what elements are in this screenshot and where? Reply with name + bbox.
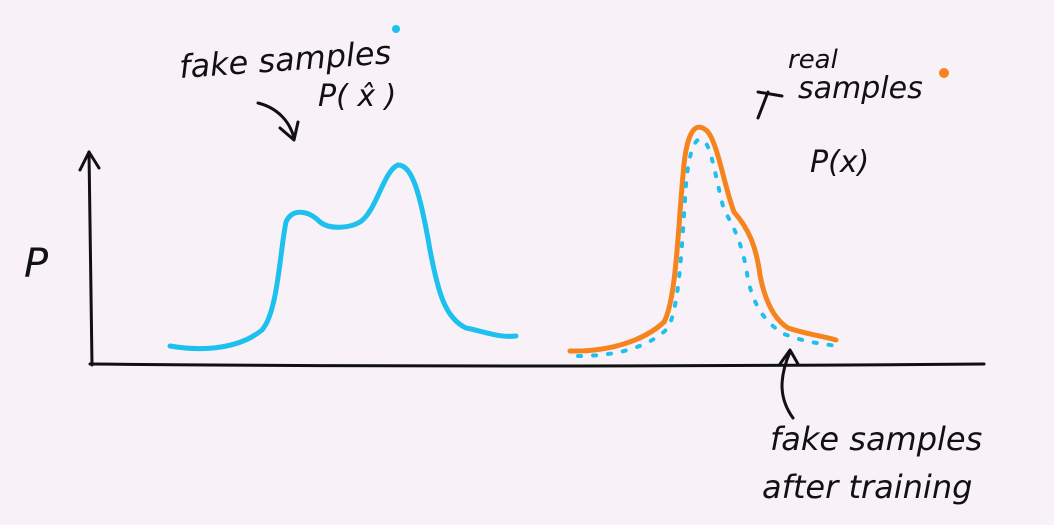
fake-marker-dot: [392, 25, 400, 33]
fake-distribution-label: P( x̂ ): [318, 79, 396, 114]
real-label-arrow: [756, 90, 784, 120]
y-axis-arrowhead: [78, 150, 101, 172]
fake-distribution-curve: [167, 162, 519, 352]
fake-label-arrow: [256, 101, 296, 140]
y-axis: [87, 150, 94, 367]
real-distribution-curve: [567, 124, 839, 354]
real-distribution-label: P(x): [810, 145, 869, 180]
after-training-arrowhead: [778, 348, 800, 366]
after-training-label-line1: fake samples: [770, 420, 982, 458]
real-marker-dot: [939, 68, 949, 78]
real-samples-label-line2: samples: [798, 71, 923, 106]
x-axis: [88, 362, 986, 368]
fake-after-training-curve: [576, 137, 840, 358]
fake-label-arrowhead: [278, 120, 300, 142]
after-training-arrow: [780, 350, 795, 420]
after-training-label-line2: after training: [762, 468, 972, 506]
y-axis-label: P: [24, 241, 49, 287]
real-samples-label-line1: real: [788, 45, 839, 75]
